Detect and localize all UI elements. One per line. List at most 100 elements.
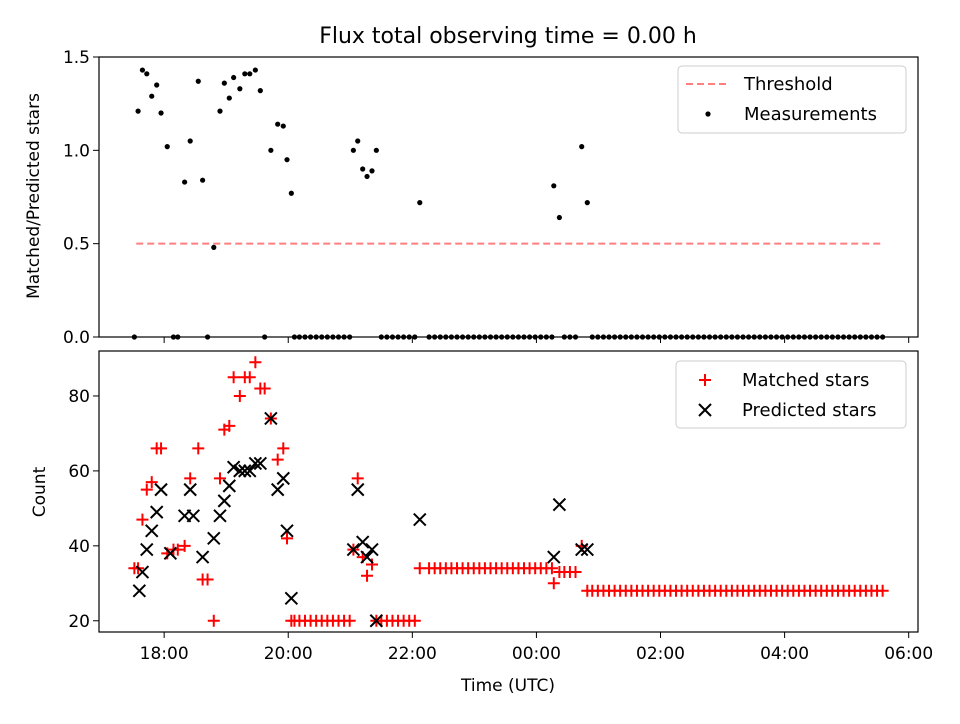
matched-star-point: [545, 562, 558, 575]
predicted-star-point: [351, 482, 365, 497]
matched-star-point: [277, 442, 290, 455]
bottom-axes-frame: [98, 350, 919, 633]
bottom-x-tick-label: 04:00: [760, 644, 809, 664]
measurement-point: [149, 93, 155, 99]
matched-star-point: [271, 453, 284, 466]
predicted-star-point: [140, 542, 154, 557]
predicted-star-point: [195, 550, 210, 564]
measurement-point: [164, 144, 170, 150]
matched-star-point: [243, 371, 256, 384]
matched-star-point: [249, 356, 262, 369]
predicted-star-point: [238, 464, 252, 478]
matched-star-point: [140, 483, 153, 496]
matched-star-point: [136, 513, 149, 526]
predicted-stars-legend-label: Predicted stars: [742, 400, 876, 421]
measurement-point: [187, 138, 193, 144]
predicted-star-point: [217, 494, 232, 508]
matched-stars-legend-swatch: [699, 374, 711, 386]
predicted-star-point: [355, 535, 370, 549]
matched-stars-legend-label: Matched stars: [742, 370, 869, 391]
measurement-point: [355, 138, 361, 144]
measurement-point: [139, 67, 146, 73]
top-y-axis-label: Matched/Predicted stars: [24, 93, 44, 299]
matched-star-point: [145, 476, 158, 489]
predicted-star-point: [552, 497, 567, 512]
predicted-star-point: [580, 542, 595, 557]
measurement-point: [369, 168, 375, 174]
top-y-tick-label: 1.0: [63, 141, 90, 161]
measurement-point: [350, 147, 356, 153]
measurement-point: [242, 71, 248, 77]
bottom-x-tick-label: 22:00: [388, 644, 437, 664]
predicted-star-point: [243, 464, 257, 478]
matched-star-point: [547, 577, 560, 590]
predicted-star-point: [163, 546, 178, 561]
measurement-point: [551, 183, 557, 189]
predicted-star-point: [270, 482, 285, 497]
matched-star-point: [213, 472, 226, 485]
predicted-star-point: [186, 509, 201, 523]
predicted-star-point: [213, 509, 227, 523]
measurement-point: [195, 78, 201, 84]
top-legend: Threshold Measurements: [677, 65, 907, 134]
measurement-point: [268, 147, 274, 153]
top-y-tick-label: 1.5: [63, 48, 90, 68]
measurement-point: [154, 82, 160, 88]
matched-star-point: [155, 442, 168, 455]
predicted-star-point: [226, 460, 241, 474]
measurement-point: [579, 144, 585, 150]
predicted-star-point: [248, 456, 263, 471]
measurement-point: [226, 95, 232, 101]
matched-star-point: [201, 573, 214, 586]
measurement-point: [247, 71, 253, 77]
predicted-star-point: [575, 542, 589, 557]
measurement-point: [158, 110, 164, 116]
measurement-point: [373, 147, 379, 153]
measurement-point: [135, 108, 141, 114]
predicted-star-point: [360, 550, 374, 564]
measurement-point: [360, 166, 366, 172]
predicted-star-point: [145, 524, 159, 538]
predicted-star-point: [280, 524, 294, 538]
bottom-legend-box: [675, 360, 907, 429]
predicted-star-point: [276, 471, 290, 486]
top-y-tick-label: 0.0: [63, 328, 90, 348]
bottom-x-tick-label: 20:00: [264, 644, 313, 664]
predicted-star-point: [183, 482, 197, 497]
predicted-star-point: [135, 565, 150, 579]
measurement-point: [257, 88, 263, 94]
matched-star-point: [343, 614, 356, 627]
matched-star-point: [569, 566, 582, 579]
measurement-point: [584, 200, 590, 206]
predicted-star-point: [207, 531, 221, 546]
matched-star-point: [280, 532, 293, 545]
matched-star-point: [361, 569, 374, 582]
measurement-point: [252, 67, 258, 73]
measurement-point: [144, 71, 150, 77]
bottom-x-tick-label: 02:00: [636, 644, 685, 664]
matched-star-point: [876, 584, 889, 597]
predicted-star-point: [154, 482, 168, 497]
top-chart-title: Flux total observing time = 0.00 h: [319, 24, 697, 49]
matched-star-point: [192, 442, 205, 455]
measurement-point: [182, 179, 188, 185]
bottom-y-axis-label: Count: [30, 466, 50, 517]
top-axes-frame: [98, 56, 919, 338]
predicted-star-point: [222, 479, 237, 493]
measurement-point: [200, 177, 206, 183]
predicted-star-point: [365, 542, 379, 557]
top-legend-box: [677, 65, 907, 134]
predicted-star-point: [547, 550, 561, 564]
matched-star-point: [233, 389, 246, 402]
measurements-legend-label: Measurements: [744, 104, 877, 125]
measurement-point: [284, 157, 290, 163]
top-plot-area: 0.0 0.5 1.0 1.5: [63, 48, 919, 348]
predicted-star-point: [264, 411, 278, 426]
matched-star-point: [366, 558, 378, 571]
measurement-point: [217, 108, 223, 114]
bottom-legend: Matched stars Predicted stars: [675, 360, 907, 429]
predicted-star-point: [233, 464, 247, 478]
matched-star-point: [227, 371, 240, 384]
bottom-x-axis-label: Time (UTC): [460, 676, 555, 696]
